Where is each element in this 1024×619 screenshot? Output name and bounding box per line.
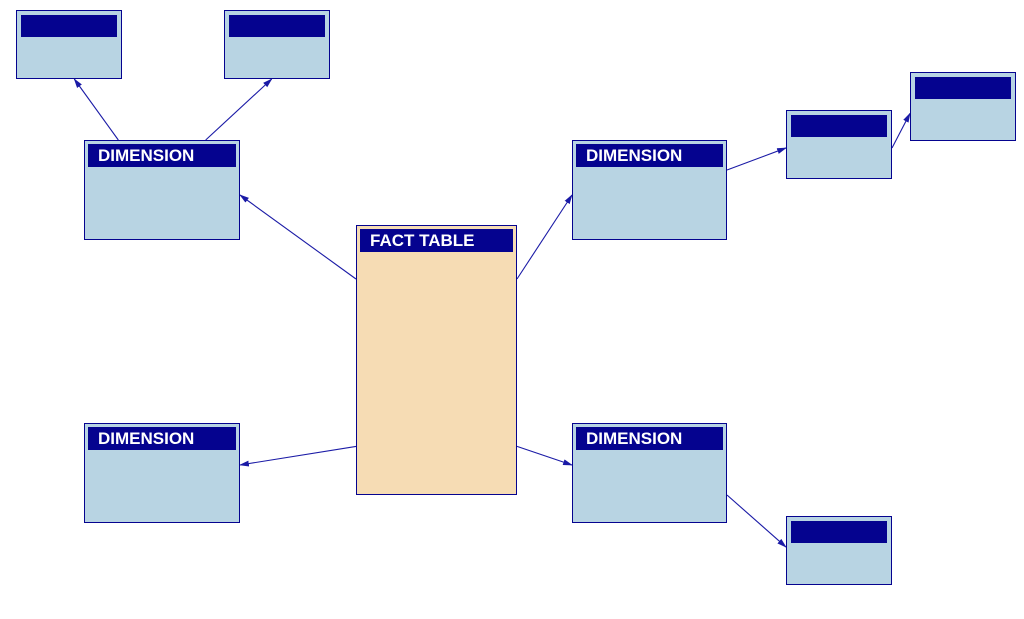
edge	[517, 195, 572, 279]
sub-node	[224, 10, 330, 79]
node-label: DIMENSION	[586, 146, 682, 166]
node-header: DIMENSION	[576, 144, 723, 167]
node-label: DIMENSION	[586, 429, 682, 449]
edge	[240, 446, 356, 465]
node-header	[791, 521, 887, 543]
fact-table-node: FACT TABLE	[356, 225, 517, 495]
node-header	[229, 15, 325, 37]
sub-node	[786, 110, 892, 179]
edge	[892, 113, 910, 148]
dimension-node: DIMENSION	[572, 423, 727, 523]
node-header: DIMENSION	[88, 427, 236, 450]
node-header: DIMENSION	[576, 427, 723, 450]
node-label: FACT TABLE	[370, 231, 475, 251]
node-header	[791, 115, 887, 137]
node-label: DIMENSION	[98, 146, 194, 166]
node-label: DIMENSION	[98, 429, 194, 449]
node-header	[915, 77, 1011, 99]
sub-node	[16, 10, 122, 79]
diagram-stage: FACT TABLE DIMENSION DIMENSION DIMENSION DIM…	[0, 0, 1024, 619]
dimension-node: DIMENSION	[572, 140, 727, 240]
sub-node	[910, 72, 1016, 141]
edge	[517, 446, 572, 465]
node-header	[21, 15, 117, 37]
dimension-node: DIMENSION	[84, 140, 240, 240]
edge	[240, 195, 356, 279]
node-header: DIMENSION	[88, 144, 236, 167]
edge	[727, 148, 786, 170]
sub-node	[786, 516, 892, 585]
node-header: FACT TABLE	[360, 229, 513, 252]
edge	[727, 495, 786, 547]
dimension-node: DIMENSION	[84, 423, 240, 523]
edge	[74, 79, 118, 140]
edge	[206, 79, 272, 140]
